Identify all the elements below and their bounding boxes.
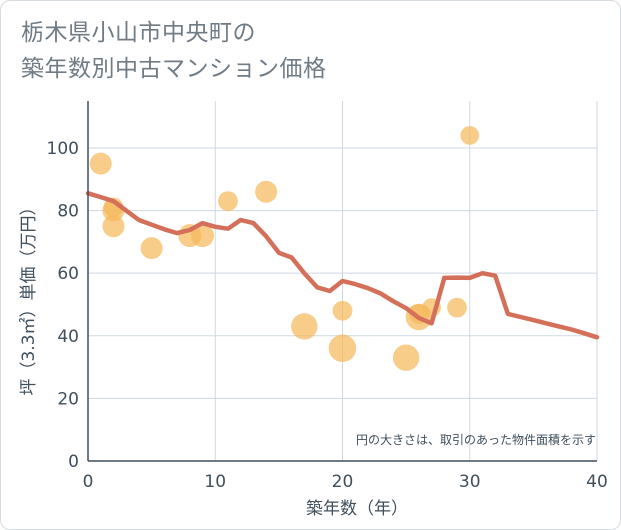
scatter-point bbox=[328, 334, 357, 363]
chart-title-line-1: 栃木県小山市中央町の bbox=[21, 20, 256, 46]
tick-labels: 0 10 20 30 40 0 20 40 60 80 100 bbox=[47, 139, 608, 492]
x-axis-title: 築年数（年） bbox=[306, 499, 408, 519]
scatter-point bbox=[392, 344, 420, 371]
scatter-point bbox=[460, 126, 480, 145]
scatter-point bbox=[332, 300, 353, 321]
chart-title: 栃木県小山市中央町の 築年数別中古マンション価格 bbox=[21, 15, 327, 87]
trend-line-series bbox=[85, 191, 600, 340]
trend-line bbox=[85, 191, 600, 340]
y-tick-label: 40 bbox=[57, 327, 79, 347]
y-axis-title: 坪（3.3㎡）単価（万円） bbox=[19, 198, 39, 395]
bubble-series bbox=[89, 126, 480, 371]
chart-title-line-2: 築年数別中古マンション価格 bbox=[21, 56, 327, 82]
grid-lines bbox=[88, 101, 598, 461]
scatter-point bbox=[218, 191, 238, 212]
scatter-point bbox=[255, 180, 278, 203]
scatter-point bbox=[190, 224, 215, 248]
scatter-point bbox=[102, 215, 125, 238]
x-tick-label: 40 bbox=[586, 472, 608, 492]
x-tick-label: 0 bbox=[83, 472, 94, 492]
scatter-point bbox=[291, 313, 318, 340]
y-tick-label: 100 bbox=[47, 139, 79, 159]
scatter-point bbox=[447, 297, 467, 318]
y-tick-label: 80 bbox=[57, 202, 79, 222]
axes bbox=[87, 101, 597, 462]
x-tick-label: 10 bbox=[204, 472, 226, 492]
x-tick-label: 20 bbox=[332, 472, 354, 492]
scatter-point bbox=[89, 152, 112, 175]
y-tick-label: 0 bbox=[68, 452, 79, 472]
y-tick-label: 20 bbox=[57, 389, 79, 409]
scatter-point bbox=[140, 237, 163, 260]
bubble-size-note: 円の大きさは、取引のあった物件面積を示す bbox=[356, 432, 596, 447]
y-tick-label: 60 bbox=[57, 264, 79, 284]
x-tick-label: 30 bbox=[459, 472, 481, 492]
